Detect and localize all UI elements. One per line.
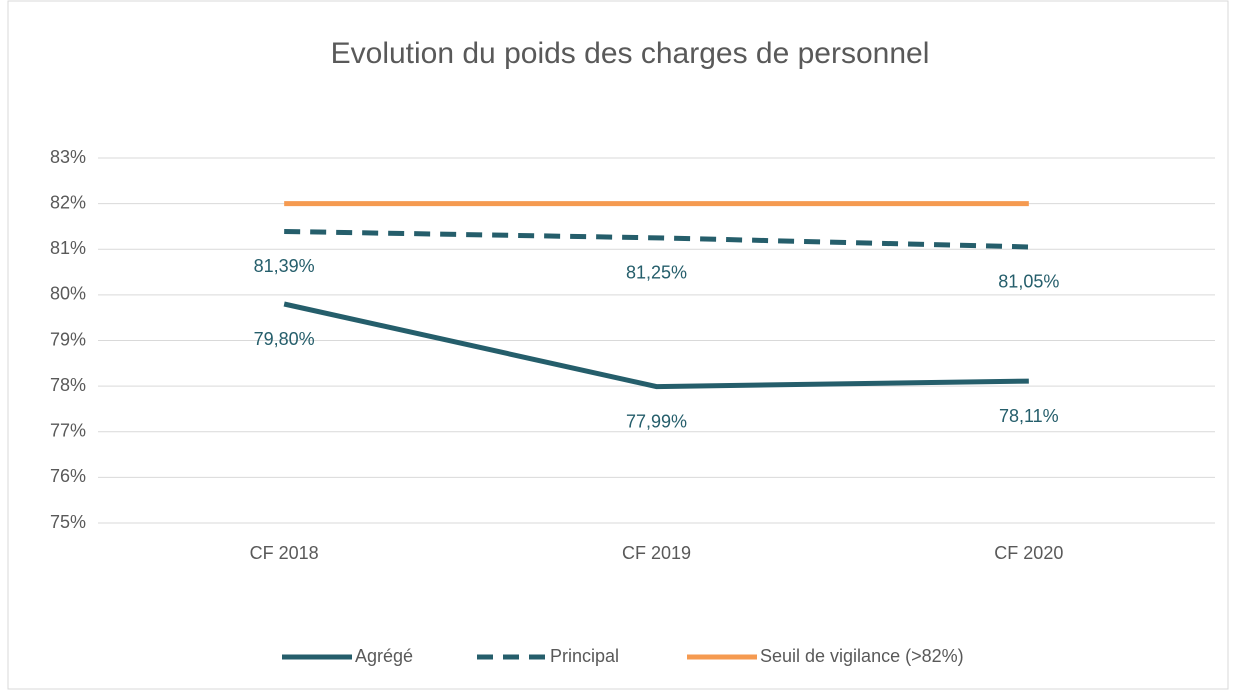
- legend-label: Seuil de vigilance (>82%): [760, 646, 964, 666]
- legend-label: Agrégé: [355, 646, 413, 666]
- chart-frame: [7, 0, 1229, 690]
- data-label: 81,05%: [998, 272, 1059, 292]
- series-line: [284, 228, 1029, 250]
- y-tick-label: 81%: [50, 238, 86, 258]
- y-tick-label: 82%: [50, 192, 86, 212]
- data-label: 78,11%: [999, 406, 1059, 426]
- data-label: 79,80%: [254, 329, 315, 349]
- y-tick-label: 76%: [50, 466, 86, 486]
- x-tick-label: CF 2019: [622, 543, 691, 563]
- data-label: 77,99%: [626, 411, 687, 431]
- y-tick-label: 78%: [50, 375, 86, 395]
- y-tick-label: 75%: [50, 512, 86, 532]
- chart-title: Evolution du poids des charges de person…: [331, 37, 930, 70]
- y-tick-label: 79%: [50, 329, 86, 349]
- y-tick-label: 83%: [50, 147, 86, 167]
- series-line: [283, 301, 1029, 390]
- legend-label: Principal: [550, 646, 619, 666]
- data-label: 81,39%: [254, 256, 315, 276]
- y-tick-label: 77%: [50, 421, 86, 441]
- x-tick-label: CF 2018: [250, 543, 319, 563]
- y-tick-label: 80%: [50, 284, 86, 304]
- data-label: 81,25%: [626, 263, 687, 283]
- x-tick-label: CF 2020: [994, 543, 1063, 563]
